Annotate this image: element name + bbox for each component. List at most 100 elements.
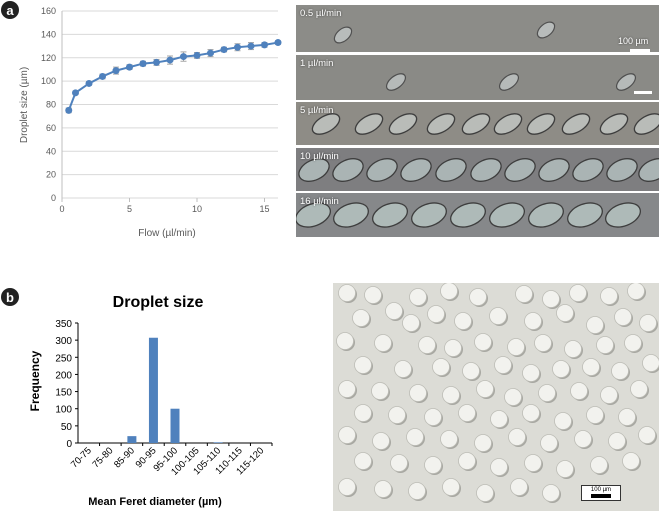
droplet — [534, 334, 552, 352]
droplet — [424, 456, 442, 474]
data-point — [99, 72, 106, 80]
droplet — [476, 484, 494, 502]
droplet — [338, 380, 356, 398]
droplet — [507, 338, 525, 356]
data-point — [261, 41, 268, 49]
y-axis-label: Droplet size (µm) — [19, 67, 30, 143]
droplet — [458, 452, 476, 470]
y-tick-label: 140 — [41, 29, 56, 39]
droplet — [354, 404, 372, 422]
data-point — [65, 106, 73, 114]
y-tick-label: 350 — [55, 319, 72, 330]
droplet — [374, 480, 392, 498]
droplet — [385, 302, 403, 320]
droplet — [639, 314, 657, 332]
data-point — [166, 56, 174, 64]
y-tick-label: 20 — [46, 170, 56, 180]
droplet — [354, 113, 384, 135]
droplet — [522, 364, 540, 382]
droplet — [556, 460, 574, 478]
micro-scalebar-label: 100 µm — [590, 487, 612, 493]
droplet — [608, 432, 626, 450]
droplet — [442, 386, 460, 404]
droplet — [424, 408, 442, 426]
droplet — [614, 308, 632, 326]
y-tick-label: 300 — [55, 336, 72, 347]
x-tick-label: 5 — [127, 204, 132, 214]
droplet — [462, 362, 480, 380]
droplet — [638, 158, 659, 182]
droplet — [489, 202, 525, 228]
droplet — [624, 334, 642, 352]
droplet — [338, 478, 356, 496]
bar — [213, 442, 223, 443]
droplet — [364, 286, 382, 304]
droplet — [336, 332, 354, 350]
droplet — [552, 360, 570, 378]
droplet — [332, 158, 364, 182]
droplet — [444, 339, 462, 357]
droplet — [450, 202, 486, 228]
y-tick-label: 0 — [51, 193, 56, 203]
data-point — [85, 79, 93, 87]
droplet — [474, 333, 492, 351]
droplet — [354, 356, 372, 374]
droplet — [372, 432, 390, 450]
droplet — [454, 312, 472, 330]
strip-16: 16 µl/min — [296, 193, 659, 237]
data-point — [72, 89, 79, 97]
droplet-micrograph: 100 µm — [333, 283, 659, 511]
droplet — [582, 358, 600, 376]
droplet — [435, 158, 467, 182]
droplet — [409, 384, 427, 402]
chart-title: Droplet size — [113, 294, 204, 311]
droplet — [586, 406, 604, 424]
strip-5: 5 µl/min — [296, 102, 659, 145]
x-axis-label: Flow (µl/min) — [138, 228, 195, 239]
x-tick-label: 85-90 — [112, 445, 137, 470]
droplet — [638, 426, 656, 444]
droplet — [440, 283, 458, 300]
data-point — [126, 63, 133, 71]
droplet — [390, 454, 408, 472]
data-point — [207, 49, 214, 57]
droplet — [540, 434, 558, 452]
flow-droplet-line-chart: 0 20 40 60 80 100 120 140 160 0 5 10 15 Flow (µl/min… — [19, 6, 282, 239]
droplet — [586, 316, 604, 334]
droplet — [400, 158, 432, 182]
droplet — [564, 340, 582, 358]
droplet — [524, 454, 542, 472]
droplet — [574, 430, 592, 448]
data-point — [180, 53, 187, 61]
droplet — [504, 388, 522, 406]
droplet — [469, 288, 487, 306]
droplet — [490, 458, 508, 476]
droplet — [611, 362, 629, 380]
droplet — [489, 307, 507, 325]
strip-label: 10 µl/min — [300, 151, 339, 162]
y-tick-label: 50 — [61, 422, 73, 433]
droplet — [528, 202, 564, 228]
y-tick-label: 120 — [41, 53, 56, 63]
droplet — [600, 287, 618, 305]
droplet — [627, 283, 645, 300]
droplet — [427, 305, 445, 323]
strip-0.5: 0.5 µl/min 100 µm — [296, 5, 659, 52]
droplet — [388, 113, 418, 135]
y-tick-label: 100 — [55, 405, 72, 416]
data-point — [139, 60, 147, 68]
droplet — [524, 312, 542, 330]
droplet — [476, 380, 494, 398]
droplet — [569, 284, 587, 302]
droplet — [338, 426, 356, 444]
micro-scalebar: 100 µm — [581, 485, 621, 501]
droplet — [372, 202, 408, 228]
droplet — [371, 382, 389, 400]
bar — [170, 408, 180, 443]
droplet — [388, 406, 406, 424]
droplet — [409, 288, 427, 306]
droplet — [504, 158, 536, 182]
scalebar — [630, 49, 650, 52]
droplet — [440, 430, 458, 448]
droplet — [596, 336, 614, 354]
